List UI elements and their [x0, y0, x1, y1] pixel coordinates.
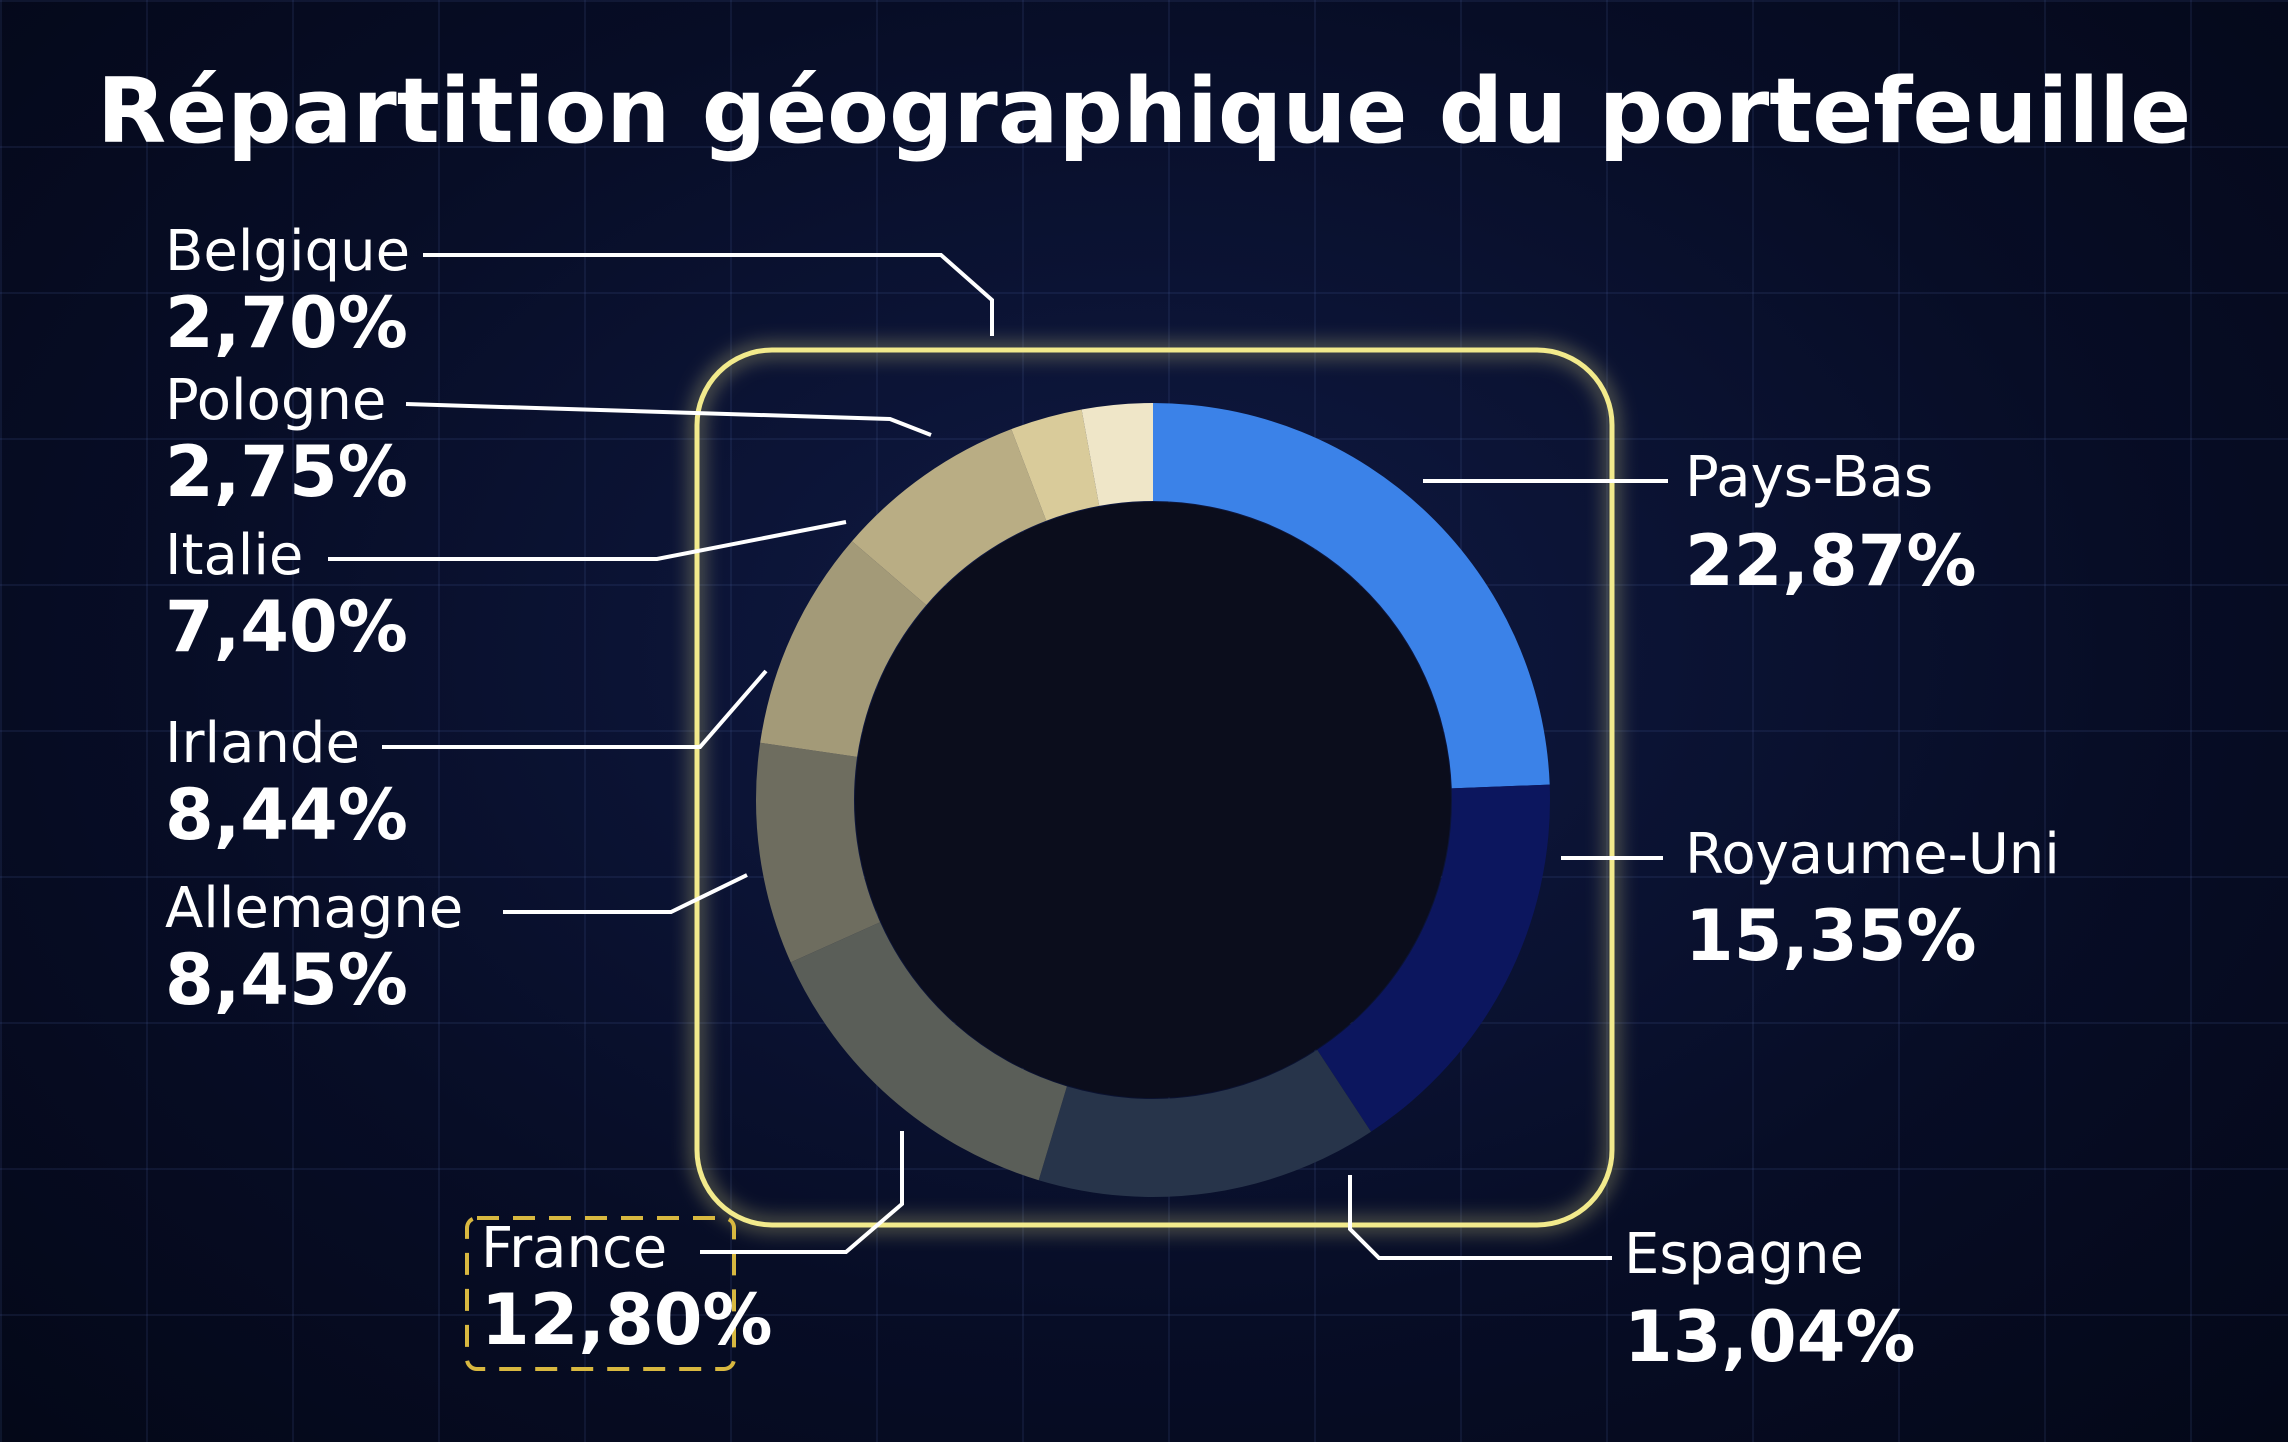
donut-segment [756, 742, 881, 963]
donut-hole [855, 502, 1451, 1098]
legend-label: Italie [165, 523, 303, 588]
donut-segment [1011, 409, 1100, 521]
donut-segment [1081, 403, 1153, 506]
legend-label: France [481, 1216, 667, 1281]
leader-line [328, 520, 847, 561]
leader-line [405, 402, 932, 437]
donut-segment [1038, 1049, 1372, 1197]
legend-label: Irlande [165, 711, 360, 776]
legend-label: Royaume-Uni [1685, 822, 2060, 887]
leader-line [503, 873, 748, 914]
donut-segment [1317, 784, 1550, 1132]
data-label: 22,87% [1685, 520, 1977, 602]
highlight-frame [694, 347, 1615, 1228]
data-label: 8,45% [165, 939, 408, 1021]
chart-title: Répartition géographique du portefeuille [97, 59, 2191, 164]
highlight-box [465, 1216, 736, 1371]
data-label: 8,44% [165, 774, 408, 856]
data-label: 13,04% [1624, 1296, 1916, 1378]
donut-segment [851, 429, 1047, 606]
legend-label: Espagne [1624, 1222, 1864, 1287]
donut-segment [790, 922, 1067, 1181]
data-label: 15,35% [1685, 895, 1977, 977]
donut-segment [760, 541, 927, 757]
leader-line [423, 253, 994, 336]
legend-label: Belgique [165, 219, 410, 284]
legend-label: Pologne [165, 368, 386, 433]
data-label: 7,40% [165, 586, 408, 668]
leader-line [382, 669, 768, 749]
data-label: 12,80% [481, 1279, 773, 1361]
legend-label: Pays-Bas [1685, 445, 1933, 510]
legend-label: Allemagne [165, 876, 463, 941]
leader-line [700, 1131, 904, 1254]
data-label: 2,75% [165, 431, 408, 513]
data-label: 2,70% [165, 282, 408, 364]
donut-segment [1153, 403, 1550, 789]
leader-line [1348, 1175, 1612, 1260]
